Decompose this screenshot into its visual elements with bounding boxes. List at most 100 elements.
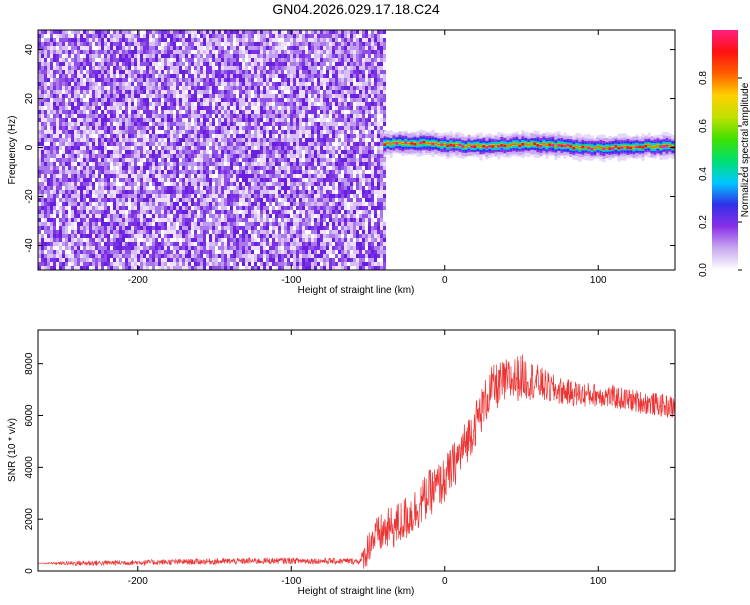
heatmap-cell [74,98,77,102]
heatmap-cell [242,170,245,174]
heatmap-cell [50,254,53,258]
heatmap-cell [158,198,161,202]
heatmap-cell [230,150,233,154]
heatmap-cell [266,186,269,190]
heatmap-cell [290,110,293,114]
heatmap-cell [176,262,179,266]
heatmap-cell [182,226,185,230]
heatmap-cell [254,186,257,190]
heatmap-cell [101,126,104,130]
heatmap-cell [113,158,116,162]
heatmap-cell [215,110,218,114]
heatmap-cell [284,258,287,262]
heatmap-cell [185,166,188,170]
heatmap-cell [107,214,110,218]
heatmap-cell [263,78,266,82]
heatmap-cell [167,174,170,178]
heatmap-cell [98,218,101,222]
heatmap-cell [188,170,191,174]
heatmap-cell [152,58,155,62]
heatmap-cell [227,186,230,190]
heatmap-cell [278,110,281,114]
heatmap-cell [146,206,149,210]
heatmap-cell [200,242,203,246]
heatmap-cell [77,194,80,198]
heatmap-cell [83,250,86,254]
heatmap-cell [101,62,104,66]
heatmap-cell [206,46,209,50]
heatmap-cell [152,226,155,230]
heatmap-cell [152,250,155,254]
heatmap-cell [98,70,101,74]
heatmap-cell [170,226,173,230]
heatmap-cell [62,226,65,230]
heatmap-cell [95,262,98,266]
heatmap-cell [131,126,134,130]
heatmap-cell [158,266,161,270]
heatmap-cell [95,162,98,166]
heatmap-cell [245,46,248,50]
heatmap-cell [287,134,290,138]
heatmap-cell [200,146,203,150]
heatmap-cell [125,222,128,226]
heatmap-cell [212,242,215,246]
heatmap-cell [215,266,218,270]
heatmap-cell [275,118,278,122]
heatmap-cell [182,150,185,154]
heatmap-cell [188,166,191,170]
heatmap-cell [200,142,203,146]
heatmap-cell [122,250,125,254]
heatmap-cell [164,238,167,242]
heatmap-cell [140,90,143,94]
heatmap-cell [212,118,215,122]
heatmap-cell [302,258,305,262]
heatmap-cell [122,66,125,70]
heatmap-cell [191,78,194,82]
heatmap-cell [221,238,224,242]
heatmap-cell [56,182,59,186]
heatmap-cell [206,98,209,102]
heatmap-cell [89,42,92,46]
heatmap-cell [59,246,62,250]
heatmap-cell [239,206,242,210]
heatmap-cell [212,214,215,218]
heatmap-cell [257,170,260,174]
heatmap-cell [68,198,71,202]
heatmap-cell [233,74,236,78]
heatmap-cell [293,130,296,134]
heatmap-cell [95,242,98,246]
heatmap-cell [122,94,125,98]
heatmap-cell [161,134,164,138]
heatmap-cell [233,178,236,182]
heatmap-cell [92,230,95,234]
heatmap-cell [236,50,239,54]
heatmap-cell [95,246,98,250]
heatmap-cell [152,42,155,46]
heatmap-cell [59,254,62,258]
heatmap-cell [101,118,104,122]
heatmap-cell [227,258,230,262]
heatmap-cell [302,42,305,46]
heatmap-cell [260,238,263,242]
heatmap-cell [119,242,122,246]
heatmap-cell [47,114,50,118]
heatmap-cell [92,154,95,158]
heatmap-cell [251,142,254,146]
heatmap-cell [185,258,188,262]
heatmap-cell [113,226,116,230]
heatmap-cell [167,130,170,134]
heatmap-cell [56,30,59,34]
heatmap-cell [287,206,290,210]
heatmap-cell [203,62,206,66]
heatmap-cell [50,130,53,134]
heatmap-cell [98,62,101,66]
heatmap-cell [293,178,296,182]
heatmap-cell [284,250,287,254]
heatmap-cell [236,262,239,266]
heatmap-cell [281,138,284,142]
heatmap-cell [146,202,149,206]
heatmap-cell [74,250,77,254]
heatmap-cell [236,126,239,130]
heatmap-cell [149,94,152,98]
heatmap-cell [242,118,245,122]
